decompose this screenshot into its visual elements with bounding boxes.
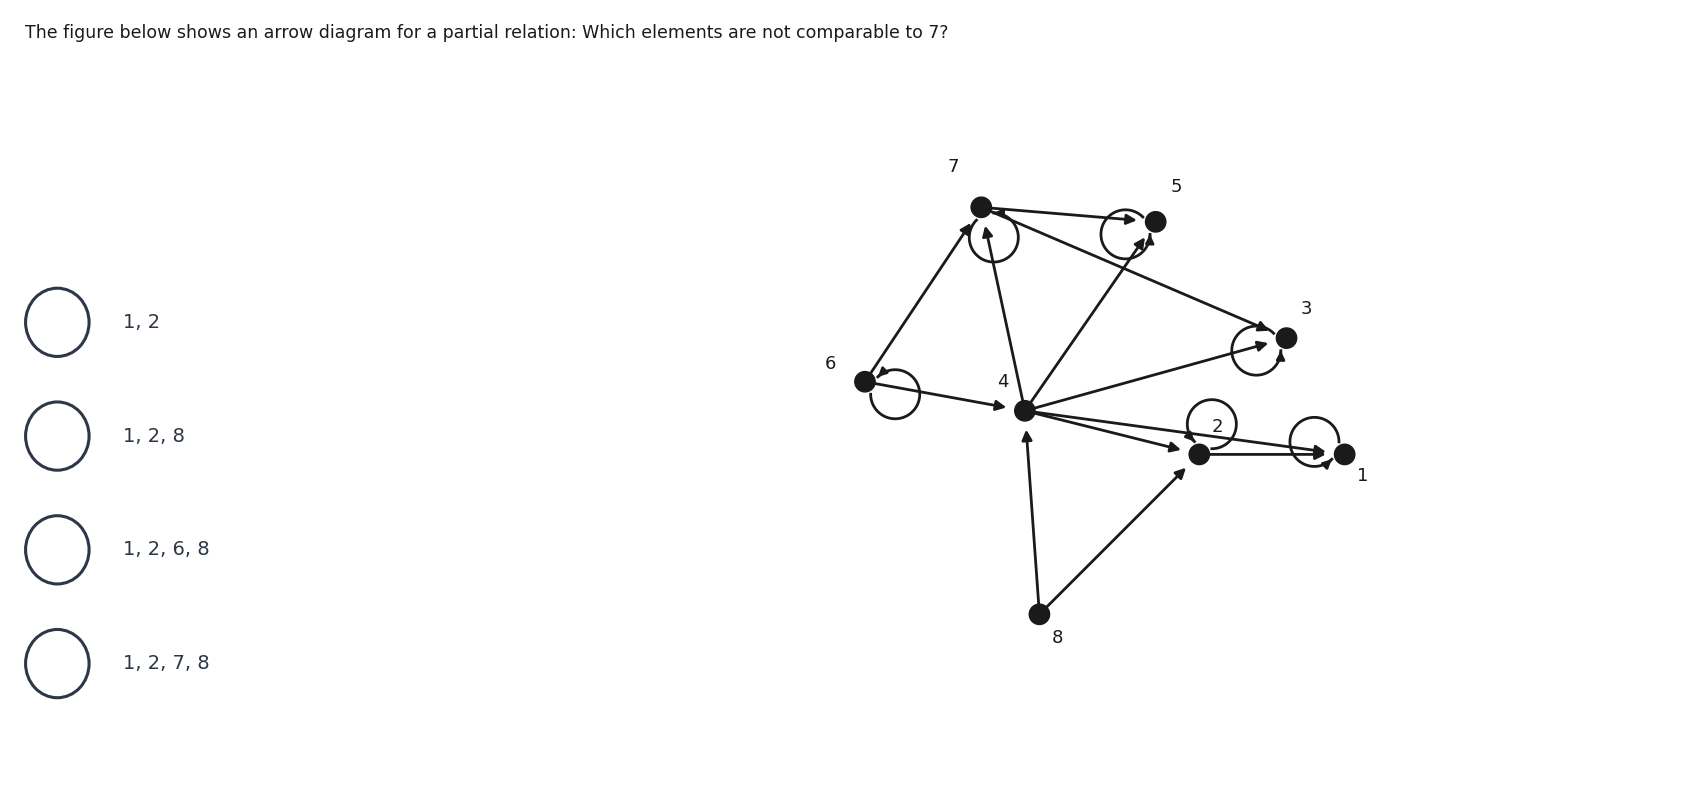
Circle shape <box>1145 212 1165 232</box>
Text: 1: 1 <box>1357 467 1369 485</box>
Text: 5: 5 <box>1170 178 1182 196</box>
Text: 7: 7 <box>948 158 960 176</box>
Text: 2: 2 <box>1211 418 1223 436</box>
Circle shape <box>1277 328 1297 348</box>
Text: 4: 4 <box>997 373 1009 391</box>
Text: The figure below shows an arrow diagram for a partial relation: Which elements a: The figure below shows an arrow diagram … <box>25 24 950 42</box>
Circle shape <box>1189 444 1209 465</box>
Circle shape <box>1029 604 1050 624</box>
Circle shape <box>972 198 992 217</box>
Circle shape <box>1014 401 1035 421</box>
Circle shape <box>1335 444 1355 465</box>
Circle shape <box>855 371 875 392</box>
Text: 1, 2: 1, 2 <box>124 313 161 332</box>
Text: 1, 2, 7, 8: 1, 2, 7, 8 <box>124 654 210 673</box>
Text: 1, 2, 6, 8: 1, 2, 6, 8 <box>124 540 210 559</box>
Text: 1, 2, 8: 1, 2, 8 <box>124 427 185 446</box>
Text: 6: 6 <box>824 355 836 373</box>
Text: 8: 8 <box>1052 629 1063 646</box>
Text: 3: 3 <box>1301 300 1313 318</box>
